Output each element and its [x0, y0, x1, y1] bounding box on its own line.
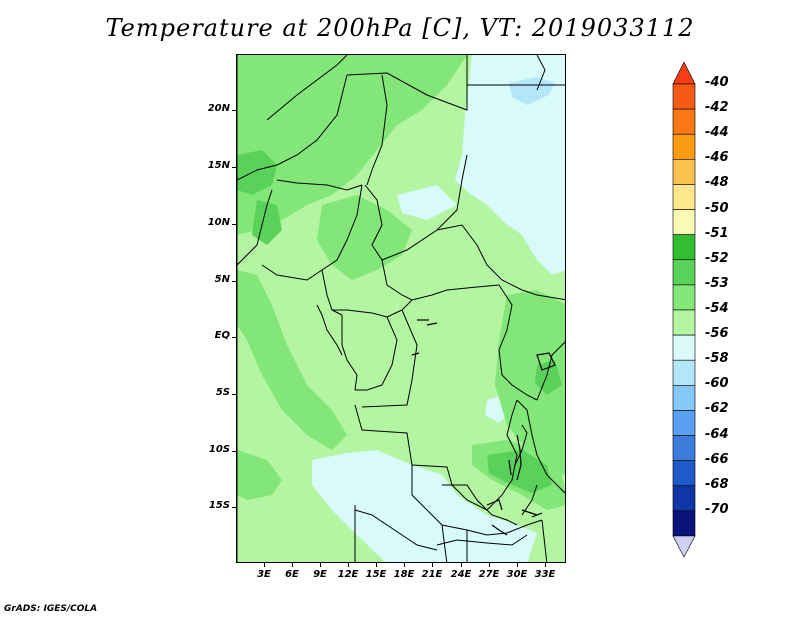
colorbar-swatch: [672, 209, 696, 235]
lon-label: 33E: [534, 569, 556, 580]
lat-label: EQ: [214, 330, 230, 341]
grads-credit: GrADS: IGES/COLA: [4, 604, 98, 614]
colorbar-label: -70: [705, 501, 729, 517]
lon-tick: [348, 563, 349, 567]
lon-tick: [545, 563, 546, 567]
lon-tick: [404, 563, 405, 567]
lat-label: 5N: [214, 274, 230, 285]
field-warmer-west: [237, 150, 277, 195]
colorbar-swatch: [672, 359, 696, 386]
field-warm-west-coast: [237, 270, 347, 450]
colorbar-bottom-triangle: [672, 535, 696, 558]
colorbar-label: -51: [705, 225, 729, 241]
colorbar-swatch: [672, 284, 696, 311]
colorbar-label: -44: [705, 125, 729, 141]
temperature-field: [237, 55, 565, 562]
colorbar-label: -48: [705, 175, 729, 191]
colorbar-label: -42: [705, 100, 729, 116]
lon-label: 24E: [450, 569, 472, 580]
lat-tick: [232, 281, 236, 282]
colorbar-swatch: [672, 410, 696, 436]
lon-label: 18E: [393, 569, 415, 580]
lat-tick: [232, 167, 236, 168]
colorbar-swatch: [672, 460, 696, 487]
field-warm-south-west: [237, 450, 282, 500]
lat-tick: [232, 110, 236, 111]
field-cool-south: [312, 450, 537, 562]
field-warm-north: [237, 55, 467, 235]
lon-tick: [320, 563, 321, 567]
colorbar-swatch: [672, 184, 696, 210]
lat-label: 10S: [208, 444, 230, 455]
lat-label: 15N: [207, 160, 230, 171]
colorbar-label: -52: [705, 250, 729, 266]
colorbar-label: -66: [705, 451, 729, 467]
lon-label: 12E: [337, 569, 359, 580]
lat-label: 15S: [208, 500, 230, 511]
colorbar-label: -53: [705, 275, 729, 291]
colorbar-label: -68: [705, 476, 729, 492]
field-cold-patch: [509, 77, 555, 105]
colorbar-swatch: [672, 159, 696, 185]
colorbar-swatch: [672, 83, 696, 110]
lon-tick: [517, 563, 518, 567]
colorbar-swatch: [672, 510, 696, 537]
colorbar-label: -58: [705, 351, 729, 367]
field-warm-central: [317, 195, 412, 280]
lon-label: 3E: [257, 569, 271, 580]
field-cool-ne2: [397, 185, 457, 220]
colorbar-label: -64: [705, 426, 729, 442]
colorbar-label: -40: [705, 75, 729, 90]
colorbar-label: -54: [705, 301, 729, 316]
colorbar-label: -50: [705, 200, 729, 216]
colorbar: [672, 61, 696, 558]
lon-label: 27E: [478, 569, 500, 580]
lon-tick: [376, 563, 377, 567]
lon-tick: [461, 563, 462, 567]
lat-tick: [232, 337, 236, 338]
lat-label: 5S: [215, 387, 230, 398]
lat-tick: [232, 394, 236, 395]
lakes: [411, 319, 556, 536]
colorbar-swatch: [672, 309, 696, 336]
lon-label: 9E: [313, 569, 327, 580]
lat-tick: [232, 507, 236, 508]
colorbar-top-triangle: [672, 61, 696, 85]
colorbar-swatch: [672, 133, 696, 160]
country-borders: [237, 55, 565, 562]
field-cool-northeast: [455, 55, 565, 275]
colorbar-swatch: [672, 334, 696, 361]
colorbar-label: -56: [705, 326, 729, 342]
colorbar-swatch: [672, 259, 696, 286]
colorbar-swatch: [672, 435, 696, 461]
lat-tick: [232, 451, 236, 452]
lon-label: 30E: [506, 569, 528, 580]
lat-tick: [232, 224, 236, 225]
colorbar-swatches: [672, 61, 696, 558]
lon-label: 21E: [421, 569, 443, 580]
map-title: Temperature at 200hPa [C], VT: 201903311…: [105, 14, 695, 42]
lat-label: 20N: [207, 103, 230, 114]
colorbar-swatch: [672, 234, 696, 261]
colorbar-swatch: [672, 385, 696, 411]
lon-tick: [432, 563, 433, 567]
lon-label: 6E: [285, 569, 299, 580]
colorbar-label: -46: [705, 150, 729, 166]
lat-label: 10N: [207, 217, 230, 228]
field-warm-east: [495, 290, 565, 475]
lon-label: 15E: [365, 569, 387, 580]
colorbar-swatch: [672, 108, 696, 135]
lon-tick: [292, 563, 293, 567]
colorbar-label: -60: [705, 376, 729, 392]
temperature-map: [236, 54, 566, 563]
colorbar-label: -62: [705, 401, 729, 417]
lon-tick: [264, 563, 265, 567]
colorbar-swatch: [672, 485, 696, 512]
lon-tick: [489, 563, 490, 567]
